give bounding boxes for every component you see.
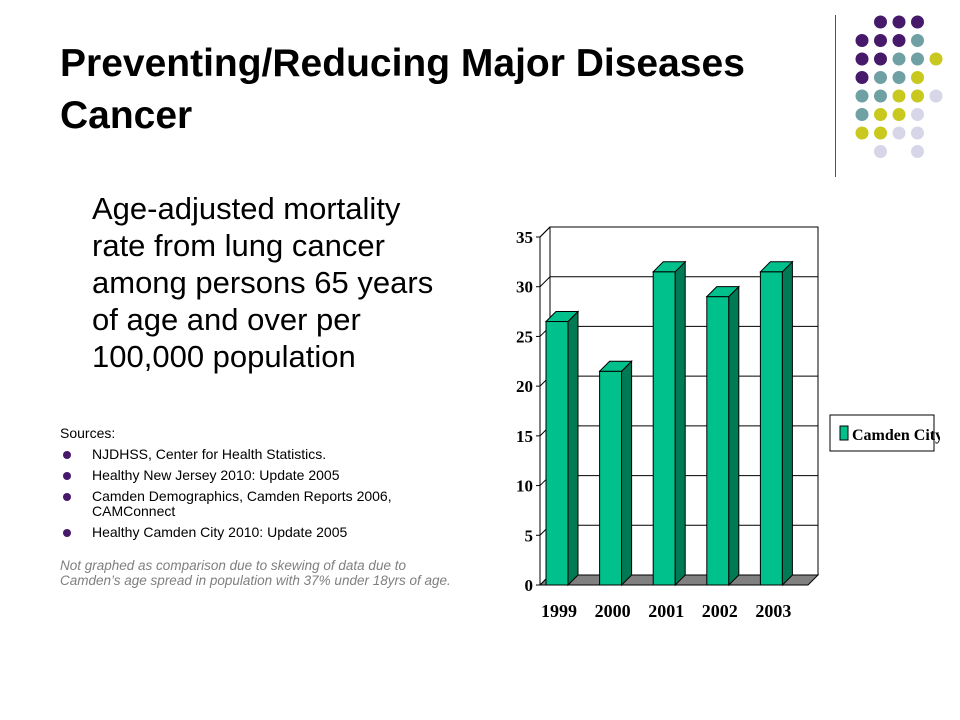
bar-top bbox=[544, 311, 580, 323]
bar-front bbox=[652, 271, 676, 586]
x-category-label: 2002 bbox=[702, 601, 738, 621]
x-axis-category-labels: 1999 2000 2001 2002 2003 bbox=[541, 601, 791, 621]
y-tick-label: 15 bbox=[516, 427, 533, 446]
bar bbox=[705, 285, 741, 587]
decorative-dot bbox=[911, 108, 924, 121]
decorative-dot bbox=[874, 71, 887, 84]
x-category-label: 2000 bbox=[595, 601, 631, 621]
decorative-dot bbox=[855, 126, 869, 140]
decorative-dot bbox=[855, 52, 869, 66]
decorative-dot bbox=[874, 126, 887, 140]
decorative-dot bbox=[911, 71, 924, 84]
y-axis-top-edge bbox=[539, 226, 551, 238]
y-tick-label: 10 bbox=[516, 477, 533, 496]
decorative-dot bbox=[855, 108, 869, 121]
decorative-dot bbox=[892, 126, 906, 140]
legend-label: Camden City bbox=[852, 427, 940, 444]
gridline-slant bbox=[539, 276, 551, 288]
bar-top bbox=[651, 261, 687, 273]
chart-legend: Camden City bbox=[829, 414, 940, 452]
decorative-dot bbox=[911, 52, 924, 66]
decorative-dot bbox=[855, 71, 869, 84]
bar bbox=[598, 360, 633, 587]
footnote: Not graphed as comparison due to skewing… bbox=[60, 558, 451, 588]
bar-side bbox=[781, 260, 793, 587]
source-item: NJDHSS, Center for Health Statistics. bbox=[60, 447, 460, 462]
y-tick-label: 30 bbox=[516, 278, 533, 297]
decorative-dot bbox=[911, 89, 924, 103]
bar-side bbox=[621, 360, 633, 587]
bar-top bbox=[759, 261, 794, 273]
sources-block: Sources: NJDHSS, Center for Health Stati… bbox=[60, 425, 460, 546]
decorative-vertical-line bbox=[835, 15, 836, 177]
bar bbox=[759, 260, 794, 587]
bar-side bbox=[567, 310, 579, 587]
sources-label: Sources: bbox=[60, 425, 116, 441]
slide-title-line-1: Preventing/Reducing Major Diseases bbox=[60, 42, 745, 85]
decorative-dot bbox=[892, 108, 906, 121]
x-category-label: 1999 bbox=[541, 601, 577, 621]
decorative-dot bbox=[892, 34, 906, 47]
decorative-dot bbox=[874, 34, 887, 47]
decorative-dot bbox=[874, 15, 887, 29]
decorative-dot bbox=[855, 89, 869, 103]
decorative-dot bbox=[892, 52, 906, 66]
decorative-dot bbox=[892, 15, 906, 29]
decorative-dot bbox=[855, 34, 869, 47]
bar bbox=[544, 310, 580, 587]
chart-description: Age-adjusted mortality rate from lung ca… bbox=[92, 191, 434, 374]
y-axis-tick-labels: 0 5 10 15 20 25 30 35 bbox=[516, 228, 533, 595]
source-item: Healthy New Jersey 2010: Update 2005 bbox=[60, 468, 460, 483]
bar-front bbox=[545, 321, 569, 586]
bar-chart: 0 5 10 15 20 25 30 35 1999 2000 2001 2002 2003 Camd… bbox=[516, 226, 940, 621]
decorative-dot bbox=[892, 71, 906, 84]
legend-swatch bbox=[839, 425, 849, 441]
decorative-dot bbox=[911, 145, 924, 158]
y-tick-label: 0 bbox=[525, 576, 534, 595]
decorative-dot bbox=[929, 52, 943, 66]
bar-top bbox=[705, 286, 741, 298]
sources-list: NJDHSS, Center for Health Statistics. He… bbox=[60, 447, 460, 540]
decorative-dot bbox=[874, 108, 887, 121]
bar-front bbox=[759, 271, 783, 586]
decorative-dot bbox=[874, 52, 887, 66]
y-tick-label: 20 bbox=[516, 377, 533, 396]
y-tick-label: 35 bbox=[516, 228, 533, 247]
x-category-label: 2003 bbox=[755, 601, 791, 621]
y-tick-label: 25 bbox=[516, 327, 533, 346]
bar-side bbox=[728, 285, 740, 587]
source-item: Healthy Camden City 2010: Update 2005 bbox=[60, 525, 460, 540]
decorative-dot bbox=[929, 89, 943, 103]
bar-side bbox=[674, 260, 686, 587]
decorative-dot bbox=[911, 15, 924, 29]
slide-title-line-2: Cancer bbox=[60, 94, 193, 137]
slide-title: Preventing/Reducing Major Diseases Cance… bbox=[60, 38, 830, 142]
bar-front bbox=[706, 296, 730, 586]
bar bbox=[651, 260, 687, 587]
y-tick-label: 5 bbox=[525, 526, 534, 545]
x-category-label: 2001 bbox=[648, 601, 684, 621]
source-item: Camden Demographics, Camden Reports 2006… bbox=[60, 489, 460, 519]
decorative-dot bbox=[911, 34, 924, 47]
decorative-dot bbox=[892, 89, 906, 103]
chart-bars bbox=[544, 260, 794, 587]
decorative-dot bbox=[874, 89, 887, 103]
decorative-dot bbox=[874, 145, 887, 158]
bar-top bbox=[598, 360, 633, 372]
decorative-dot bbox=[911, 126, 924, 140]
bar-front bbox=[599, 370, 623, 586]
